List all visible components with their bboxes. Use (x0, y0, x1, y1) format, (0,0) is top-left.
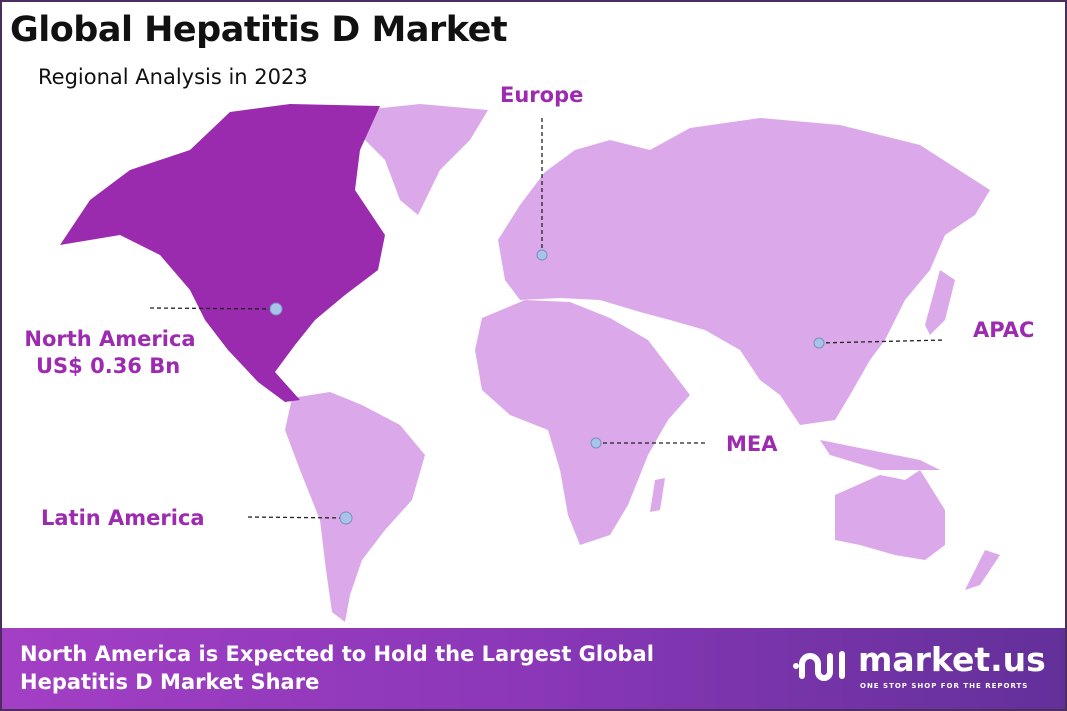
europe-asia-region (498, 118, 990, 425)
banner-line-1: North America is Expected to Hold the La… (20, 642, 654, 666)
japan (925, 270, 955, 335)
south-america-region (285, 392, 425, 622)
europe-marker (536, 249, 548, 261)
logo-mark-icon (793, 651, 845, 681)
north-america-region (60, 104, 385, 402)
banner-text: North America is Expected to Hold the La… (20, 640, 654, 696)
new-zealand (965, 550, 1000, 590)
australia-region (835, 470, 945, 560)
connector-lines (149, 118, 946, 519)
latin-america-connector (247, 516, 347, 519)
north-america-value: US$ 0.36 Bn (36, 354, 181, 378)
north-america-label: North America US$ 0.36 Bn (16, 326, 204, 380)
madagascar (650, 478, 665, 512)
logo-tagline: ONE STOP SHOP FOR THE REPORTS (860, 682, 1029, 690)
north-america-marker (269, 302, 283, 316)
page-title: Global Hepatitis D Market (10, 10, 508, 50)
mea-marker (590, 437, 602, 449)
latin-america-label: Latin America (41, 506, 205, 530)
page-subtitle: Regional Analysis in 2023 (38, 65, 308, 89)
apac-marker (813, 337, 825, 349)
north-america-connector (149, 307, 277, 310)
africa-region (475, 300, 690, 545)
north-america-name: North America (24, 327, 196, 351)
apac-label: APAC (973, 318, 1035, 342)
banner-line-2: Hepatitis D Market Share (20, 670, 320, 694)
greenland (345, 104, 488, 215)
footer-banner: North America is Expected to Hold the La… (2, 628, 1065, 709)
market-us-logo: market.us ONE STOP SHOP FOR THE REPORTS (792, 640, 1046, 690)
logo-wordmark: market.us (858, 640, 1046, 679)
mea-label: MEA (726, 432, 778, 456)
apac-connector (818, 339, 946, 344)
indonesia (820, 440, 940, 470)
europe-label: Europe (500, 83, 584, 107)
latin-america-marker (339, 511, 353, 525)
